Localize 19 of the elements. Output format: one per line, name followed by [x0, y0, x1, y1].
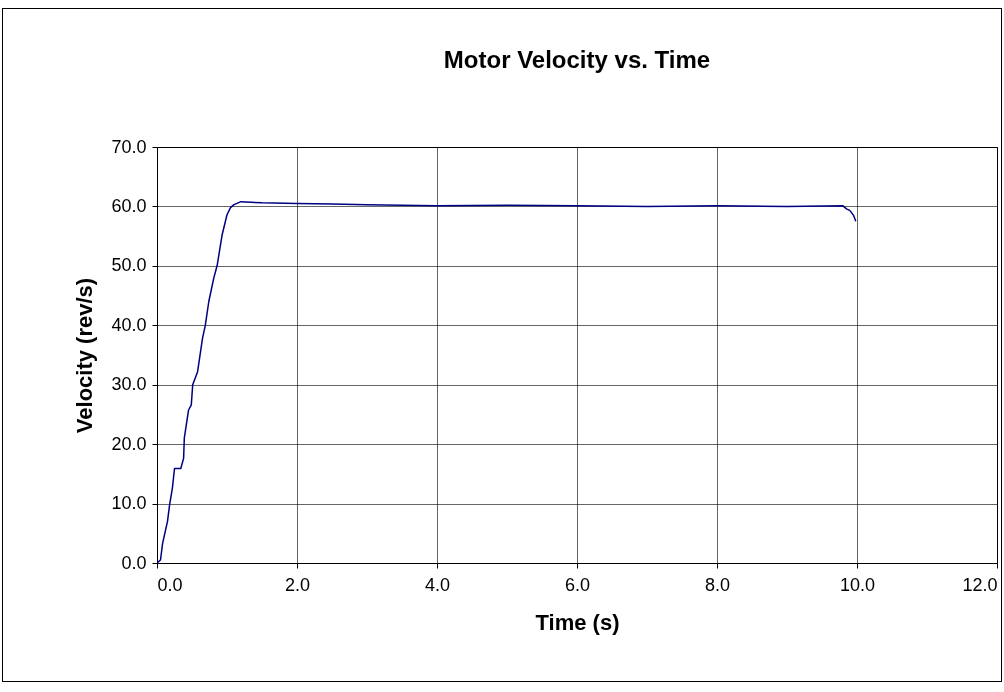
y-tick-label: 40.0 [111, 314, 147, 335]
y-tick-label: 20.0 [111, 433, 147, 454]
x-tick-label: 8.0 [704, 574, 731, 595]
y-tick-label: 70.0 [111, 136, 147, 157]
y-tick-label: 60.0 [111, 195, 147, 216]
chart-title: Motor Velocity vs. Time [443, 46, 711, 73]
x-axis-title: Time (s) [535, 609, 620, 635]
y-tick-label: 50.0 [111, 255, 147, 276]
line-series [157, 200, 857, 563]
x-tick-label: 10.0 [839, 574, 876, 595]
x-tick-label: 0.0 [157, 574, 183, 595]
y-axis-title: Velocity (rev/s) [72, 277, 98, 434]
x-tick-label: 4.0 [424, 574, 451, 595]
y-tick-label: 30.0 [111, 374, 147, 395]
x-tick-label: 2.0 [284, 574, 311, 595]
y-tick-label: 10.0 [111, 493, 147, 514]
x-tick-label: 6.0 [564, 574, 591, 595]
x-tick-label: 12.0 [962, 574, 998, 595]
y-tick-label: 0.0 [121, 552, 147, 573]
